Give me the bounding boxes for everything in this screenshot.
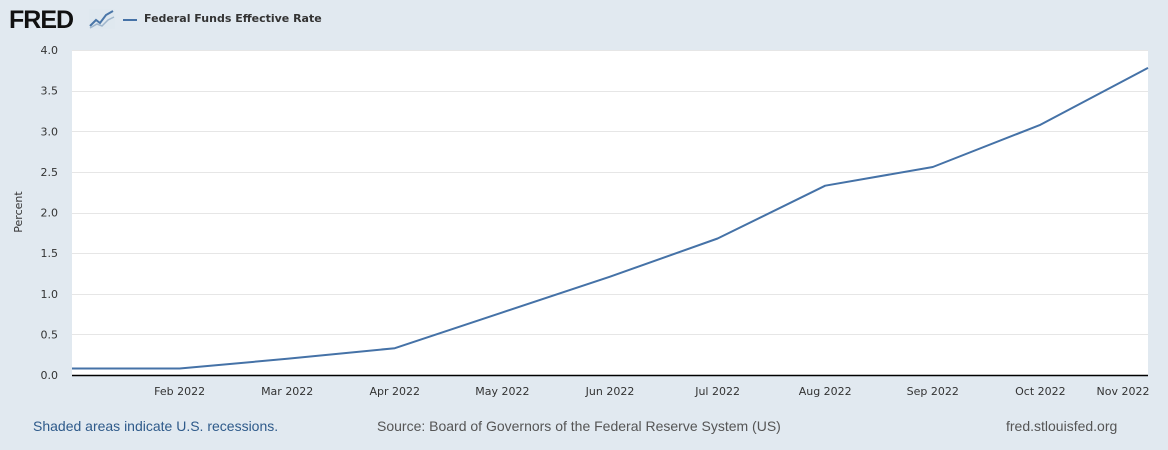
fred-logo[interactable]: FRED	[9, 6, 74, 34]
plot-area	[72, 50, 1148, 375]
recession-note-link[interactable]: Shaded areas indicate U.S. recessions.	[33, 418, 279, 434]
x-tick-label: Mar 2022	[261, 385, 313, 398]
y-tick-label: 2.5	[41, 166, 59, 179]
data-point[interactable]	[1035, 120, 1045, 130]
y-tick-label: 0.0	[41, 369, 59, 382]
chart-header: FRED Federal Funds Effective Rate	[0, 0, 1168, 44]
y-axis-ticks: 0.0 0.5 1.0 1.5 2.0 2.5 3.0 3.5 4.0	[41, 44, 59, 382]
x-tick-label: Jun 2022	[585, 385, 635, 398]
data-point[interactable]	[1143, 63, 1153, 73]
data-point[interactable]	[605, 272, 615, 282]
x-tick-label: May 2022	[475, 385, 529, 398]
site-link[interactable]: fred.stlouisfed.org	[1006, 418, 1118, 434]
x-axis-ticks: Feb 2022 Mar 2022 Apr 2022 May 2022 Jun 2022…	[154, 385, 1149, 398]
x-tick-label: Jul 2022	[694, 385, 740, 398]
y-tick-label: 1.5	[41, 247, 59, 260]
data-point[interactable]	[713, 234, 723, 244]
data-point[interactable]	[928, 162, 938, 172]
data-point[interactable]	[175, 364, 185, 374]
x-tick-label: Feb 2022	[154, 385, 205, 398]
y-tick-label: 0.5	[41, 328, 59, 341]
legend-swatch	[123, 19, 137, 21]
grid-lines	[72, 50, 1148, 335]
y-tick-label: 3.0	[41, 125, 59, 138]
data-point[interactable]	[390, 343, 400, 353]
y-tick-label: 3.5	[41, 85, 59, 98]
x-tick-label: Sep 2022	[907, 385, 959, 398]
fred-logo-graph-icon	[89, 9, 115, 29]
line-chart: 0.0 0.5 1.0 1.5 2.0 2.5 3.0 3.5 4.0 Feb 2022 Mar …	[12, 44, 1153, 398]
x-tick-label: Nov 2022	[1097, 385, 1150, 398]
series-layer	[67, 63, 1153, 374]
data-point[interactable]	[282, 354, 292, 364]
y-tick-label: 1.0	[41, 288, 59, 301]
series-line[interactable]	[72, 67, 1149, 370]
legend-label: Federal Funds Effective Rate	[144, 12, 322, 25]
y-tick-label: 2.0	[41, 207, 59, 220]
y-tick-label: 4.0	[41, 44, 59, 57]
x-tick-label: Aug 2022	[799, 385, 852, 398]
data-point[interactable]	[497, 307, 507, 317]
data-point[interactable]	[820, 181, 830, 191]
y-axis-label: Percent	[12, 191, 25, 233]
x-tick-label: Oct 2022	[1015, 385, 1066, 398]
source-note: Source: Board of Governors of the Federa…	[377, 418, 781, 434]
x-tick-label: Apr 2022	[370, 385, 421, 398]
data-point[interactable]	[67, 364, 77, 374]
